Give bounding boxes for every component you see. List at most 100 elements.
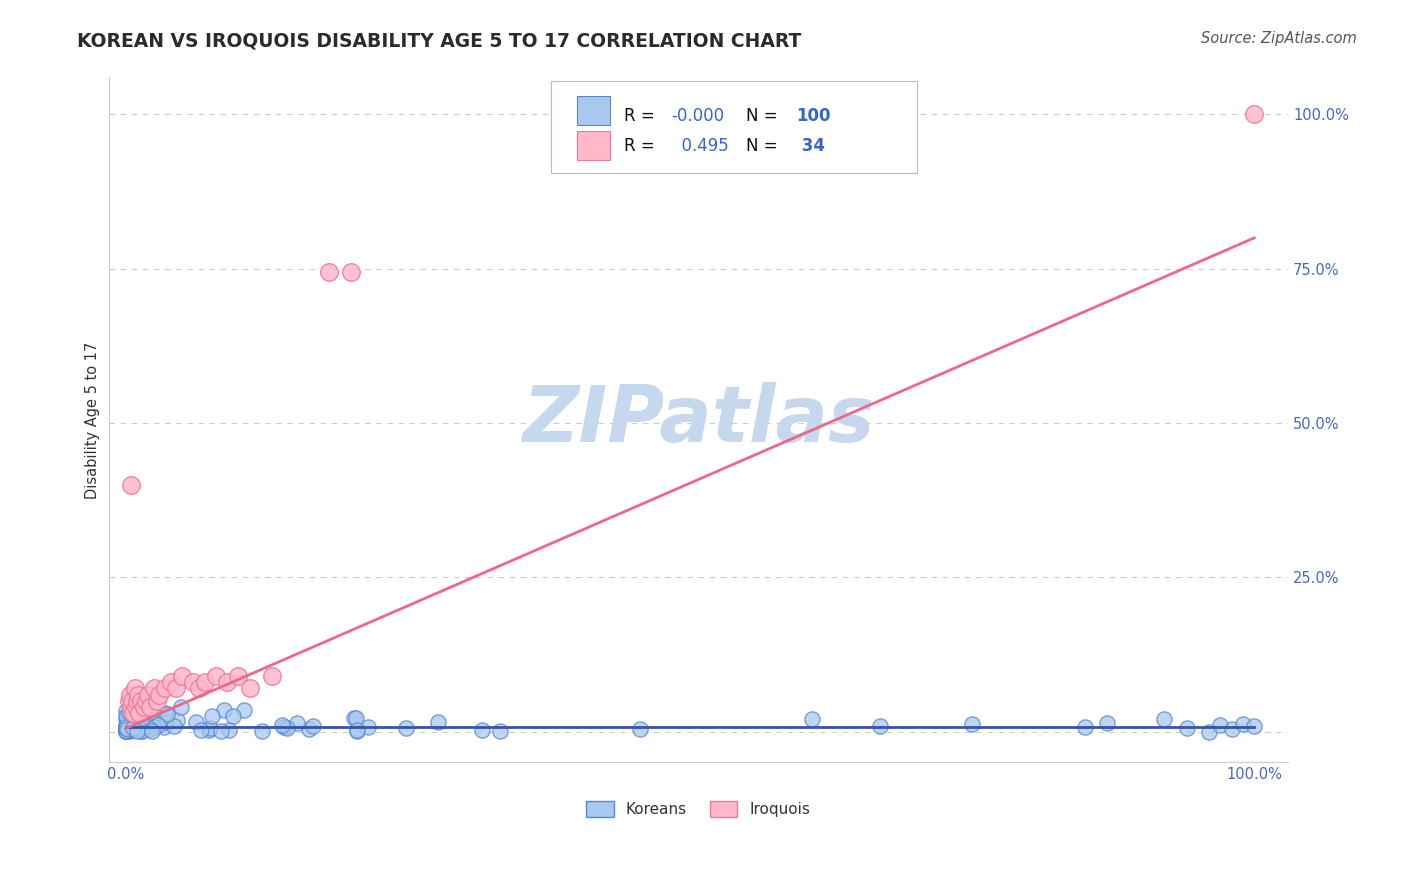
Point — [170, 669, 193, 683]
Point — [141, 723, 163, 738]
Point — [628, 723, 651, 737]
Point — [197, 723, 219, 738]
Point — [131, 694, 153, 708]
Point — [131, 724, 153, 739]
Point — [250, 723, 273, 738]
Point — [198, 721, 221, 735]
Point — [869, 719, 891, 733]
Point — [155, 714, 177, 729]
Point — [135, 694, 157, 708]
Point — [340, 265, 363, 279]
FancyBboxPatch shape — [551, 81, 917, 173]
Point — [165, 681, 187, 696]
FancyBboxPatch shape — [576, 131, 610, 160]
Point — [181, 675, 204, 690]
Point — [114, 709, 136, 723]
Point — [318, 265, 340, 279]
Point — [960, 716, 983, 731]
Point — [114, 723, 136, 738]
Point — [127, 720, 149, 734]
Point — [121, 709, 143, 723]
Legend: Koreans, Iroquois: Koreans, Iroquois — [581, 795, 817, 823]
Point — [122, 712, 145, 726]
Point — [127, 724, 149, 739]
Text: Source: ZipAtlas.com: Source: ZipAtlas.com — [1201, 31, 1357, 46]
Point — [346, 723, 368, 737]
Text: R =: R = — [624, 137, 659, 155]
Point — [118, 723, 141, 737]
Point — [149, 715, 172, 730]
Point — [118, 715, 141, 730]
Point — [153, 720, 176, 734]
Point — [217, 675, 239, 690]
Point — [114, 724, 136, 739]
Point — [128, 706, 150, 720]
Point — [124, 681, 146, 696]
Point — [117, 722, 139, 736]
Point — [124, 722, 146, 736]
Point — [262, 669, 284, 683]
Point — [395, 721, 418, 735]
Point — [115, 721, 138, 735]
Point — [209, 724, 232, 739]
Point — [114, 723, 136, 738]
Point — [239, 681, 262, 696]
Point — [1097, 716, 1119, 731]
Point — [122, 706, 145, 720]
Point — [471, 723, 494, 737]
Point — [114, 704, 136, 718]
Point — [1175, 721, 1198, 735]
Point — [121, 716, 143, 731]
Point — [201, 709, 224, 723]
Point — [129, 723, 152, 738]
Point — [115, 723, 138, 737]
Point — [271, 718, 294, 732]
Point — [1243, 107, 1265, 121]
Point — [139, 722, 162, 736]
Point — [344, 711, 367, 725]
Point — [139, 699, 162, 714]
Point — [120, 717, 142, 731]
Point — [127, 710, 149, 724]
Point — [343, 711, 366, 725]
Point — [125, 723, 148, 738]
Text: 0.495: 0.495 — [671, 137, 728, 155]
Point — [127, 688, 149, 702]
Point — [129, 717, 152, 731]
Y-axis label: Disability Age 5 to 17: Disability Age 5 to 17 — [86, 342, 100, 499]
Point — [115, 724, 138, 739]
Point — [120, 699, 142, 714]
Point — [1074, 719, 1097, 733]
Point — [125, 699, 148, 714]
Point — [142, 720, 165, 734]
Point — [132, 699, 155, 714]
Point — [153, 681, 176, 696]
Point — [117, 715, 139, 730]
Point — [302, 719, 325, 733]
Point — [218, 723, 240, 738]
Point — [115, 719, 138, 733]
Point — [156, 706, 179, 721]
Point — [122, 721, 145, 735]
Point — [1243, 718, 1265, 732]
Point — [159, 675, 181, 690]
FancyBboxPatch shape — [576, 96, 610, 125]
Point — [121, 723, 143, 737]
Point — [273, 720, 295, 734]
Point — [146, 694, 169, 708]
Point — [190, 723, 212, 738]
Point — [131, 711, 153, 725]
Point — [232, 703, 254, 717]
Point — [1232, 717, 1254, 731]
Point — [121, 694, 143, 708]
Point — [426, 715, 449, 730]
Point — [114, 723, 136, 738]
Point — [114, 718, 136, 732]
Point — [153, 706, 176, 720]
Point — [129, 723, 152, 737]
Point — [115, 720, 138, 734]
Text: KOREAN VS IROQUOIS DISABILITY AGE 5 TO 17 CORRELATION CHART: KOREAN VS IROQUOIS DISABILITY AGE 5 TO 1… — [77, 31, 801, 50]
Point — [118, 706, 141, 720]
Text: 100: 100 — [796, 107, 831, 126]
Point — [801, 712, 824, 726]
